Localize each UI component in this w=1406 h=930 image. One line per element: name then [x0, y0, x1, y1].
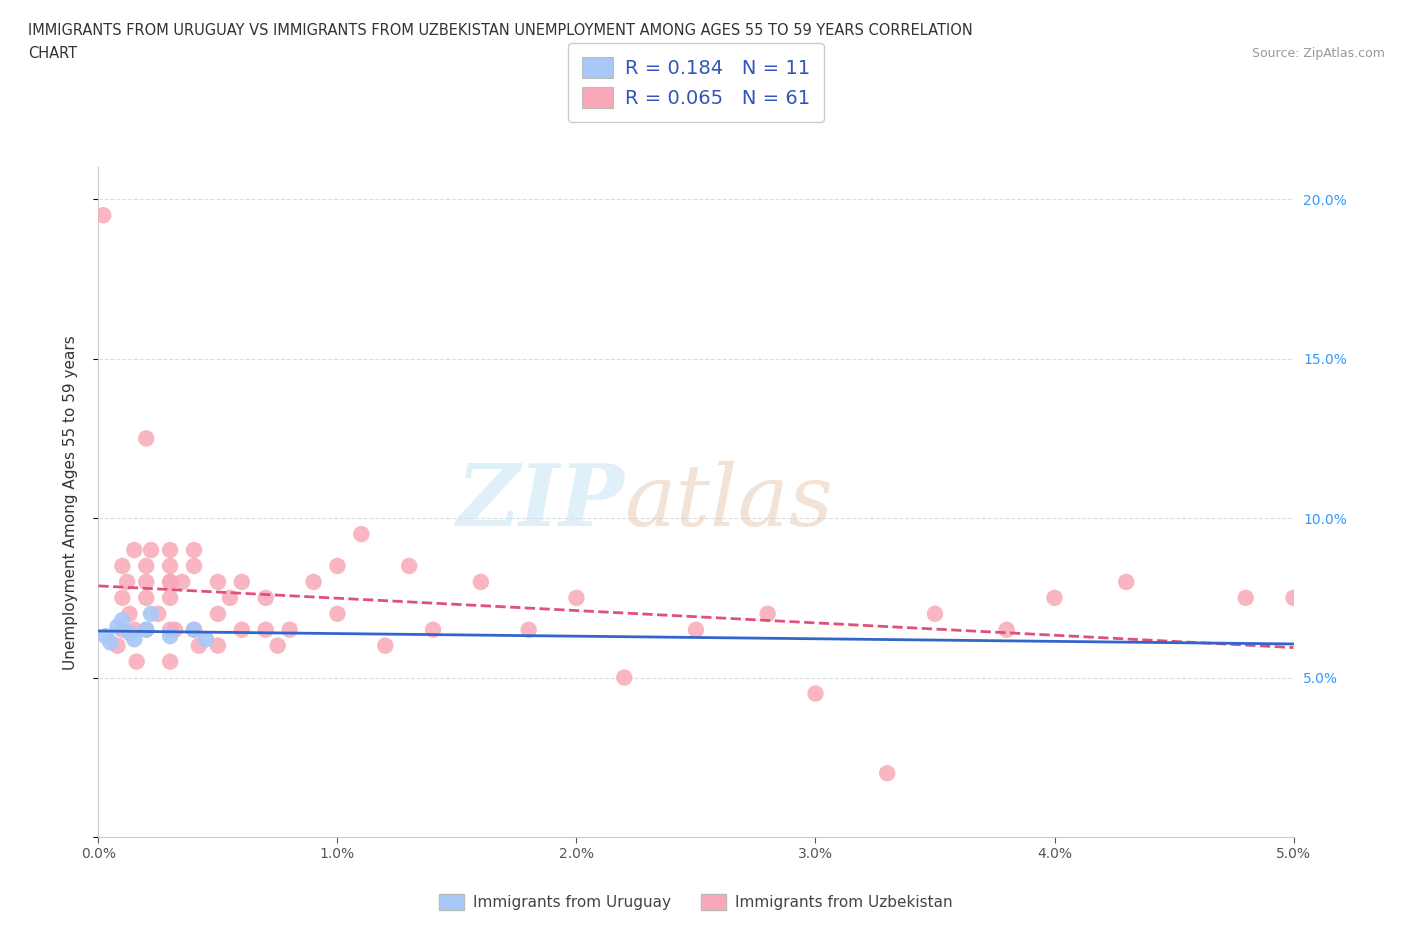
Point [219, 591, 242, 605]
Point [195, 631, 218, 646]
Text: IMMIGRANTS FROM URUGUAY VS IMMIGRANTS FROM UZBEKISTAN UNEMPLOYMENT AMONG AGES 55: IMMIGRANTS FROM URUGUAY VS IMMIGRANTS FR… [28, 23, 973, 38]
Text: atlas: atlas [624, 461, 834, 543]
Text: Source: ZipAtlas.com: Source: ZipAtlas.com [1251, 46, 1385, 60]
Point [517, 622, 540, 637]
Point [207, 606, 229, 621]
Point [613, 671, 636, 685]
Point [254, 622, 277, 637]
Point [159, 654, 181, 669]
Point [135, 622, 157, 637]
Point [111, 591, 134, 605]
Point [107, 638, 129, 653]
Point [159, 629, 181, 644]
Point [804, 686, 827, 701]
Point [254, 591, 277, 605]
Point [876, 765, 898, 780]
Point [111, 622, 134, 637]
Point [350, 526, 373, 541]
Point [565, 591, 588, 605]
Point [207, 575, 229, 590]
Point [326, 606, 349, 621]
Point [115, 575, 138, 590]
Point [374, 638, 396, 653]
Text: CHART: CHART [28, 46, 77, 61]
Point [1115, 575, 1137, 590]
Point [470, 575, 492, 590]
Point [107, 619, 129, 634]
Point [231, 575, 253, 590]
Point [422, 622, 444, 637]
Point [231, 622, 253, 637]
Point [207, 638, 229, 653]
Point [163, 622, 186, 637]
Y-axis label: Unemployment Among Ages 55 to 59 years: Unemployment Among Ages 55 to 59 years [63, 335, 77, 670]
Point [139, 542, 162, 557]
Point [111, 559, 134, 574]
Point [125, 654, 148, 669]
Text: ZIP: ZIP [457, 460, 624, 544]
Point [118, 626, 141, 641]
Point [302, 575, 325, 590]
Point [111, 613, 134, 628]
Legend: Immigrants from Uruguay, Immigrants from Uzbekistan: Immigrants from Uruguay, Immigrants from… [433, 888, 959, 916]
Point [135, 559, 157, 574]
Point [685, 622, 707, 637]
Point [159, 559, 181, 574]
Point [159, 622, 181, 637]
Point [398, 559, 420, 574]
Point [187, 638, 209, 653]
Point [183, 559, 205, 574]
Point [159, 542, 181, 557]
Point [118, 606, 141, 621]
Point [124, 622, 146, 637]
Point [1282, 591, 1305, 605]
Point [135, 431, 157, 445]
Point [1234, 591, 1257, 605]
Point [1043, 591, 1066, 605]
Point [124, 631, 146, 646]
Point [94, 629, 117, 644]
Point [183, 622, 205, 637]
Point [135, 591, 157, 605]
Point [91, 207, 114, 222]
Point [159, 591, 181, 605]
Point [924, 606, 946, 621]
Point [756, 606, 779, 621]
Point [100, 635, 122, 650]
Point [267, 638, 290, 653]
Point [159, 575, 181, 590]
Point [159, 575, 181, 590]
Point [183, 622, 205, 637]
Point [135, 622, 157, 637]
Point [183, 542, 205, 557]
Point [172, 575, 194, 590]
Point [148, 606, 170, 621]
Point [278, 622, 301, 637]
Point [326, 559, 349, 574]
Point [995, 622, 1018, 637]
Point [139, 606, 162, 621]
Point [124, 542, 146, 557]
Point [135, 575, 157, 590]
